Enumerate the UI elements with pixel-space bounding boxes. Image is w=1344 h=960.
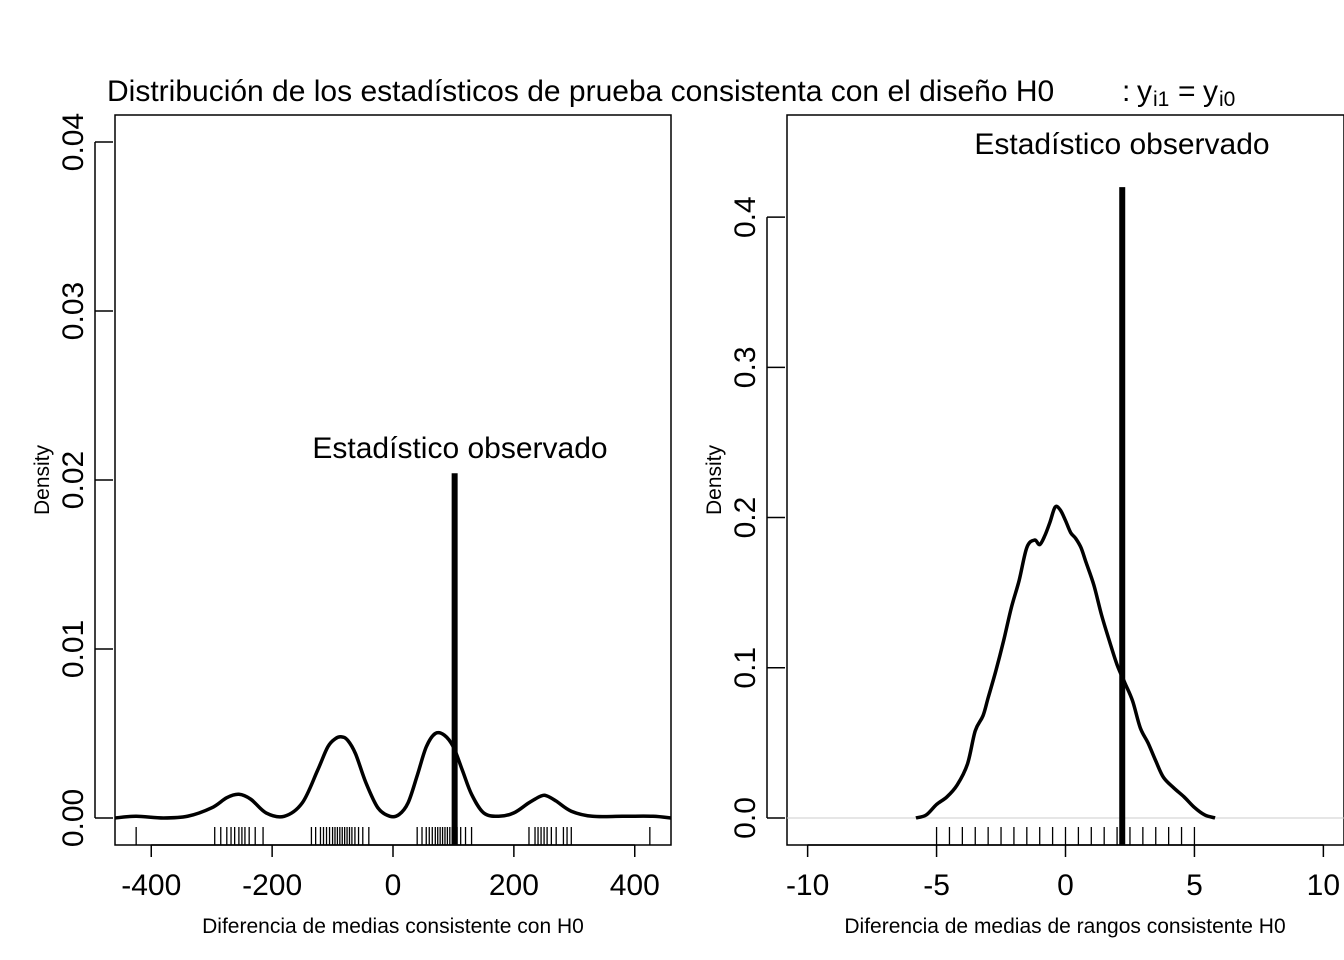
main-title-y0-sub: i0 <box>1219 88 1235 111</box>
right-y-axis-title: Density <box>703 444 726 515</box>
main-title-text: Distribución de los estadísticos de prue… <box>107 75 1054 108</box>
x-tick-label: -5 <box>923 869 950 902</box>
left-x-axis-title: Diferencia de medias consistente con H0 <box>202 915 584 938</box>
main-title-y1-sub: i1 <box>1153 88 1169 111</box>
y-tick-label: 0.2 <box>729 497 762 539</box>
y-tick-label: 0.03 <box>57 282 90 340</box>
y-tick-label: 0.1 <box>729 647 762 689</box>
x-tick-label: -200 <box>242 869 302 902</box>
x-tick-label: 400 <box>610 869 660 902</box>
y-tick-label: 0.3 <box>729 346 762 388</box>
x-tick-label: 10 <box>1307 869 1340 902</box>
left-observed-label: Estadístico observado <box>312 432 607 465</box>
y-tick-label: 0.01 <box>57 620 90 678</box>
left-rug <box>135 827 651 845</box>
right-panel: 0.0 0.1 0.2 0.3 0.4 -10 -5 0 5 10 Estadístico ob… <box>703 114 1344 938</box>
main-title-y1: y <box>1137 75 1152 108</box>
right-rug <box>935 827 1196 845</box>
x-tick-label: 5 <box>1186 869 1203 902</box>
left-x-axis: -400 -200 0 200 400 <box>121 844 660 902</box>
left-density-curve <box>114 730 672 820</box>
y-tick-label: 0.00 <box>57 789 90 847</box>
x-tick-label: -400 <box>121 869 181 902</box>
right-x-axis-title: Diferencia de medias de rangos consisten… <box>844 915 1285 938</box>
x-tick-label: 0 <box>385 869 402 902</box>
x-tick-label: 200 <box>489 869 539 902</box>
y-tick-label: 0.0 <box>729 797 762 839</box>
left-panel: 0.00 0.01 0.02 0.03 0.04 -400 -200 0 200 400 Est… <box>31 113 672 938</box>
x-tick-label: 0 <box>1057 869 1074 902</box>
right-observed-label: Estadístico observado <box>974 128 1269 161</box>
main-title: Distribución de los estadísticos de prue… <box>107 75 1235 111</box>
y-tick-label: 0.04 <box>57 113 90 171</box>
right-y-axis: 0.0 0.1 0.2 0.3 0.4 <box>729 196 785 839</box>
x-tick-label: -10 <box>786 869 829 902</box>
left-plot-frame <box>114 114 672 846</box>
right-density-curve <box>915 504 1216 820</box>
left-y-axis: 0.00 0.01 0.02 0.03 0.04 <box>57 113 113 847</box>
y-tick-label: 0.02 <box>57 451 90 509</box>
main-title-equals: = <box>1178 75 1196 108</box>
main-title-y0: y <box>1203 75 1218 108</box>
right-x-axis: -10 -5 0 5 10 <box>786 844 1340 902</box>
y-tick-label: 0.4 <box>729 196 762 238</box>
right-plot-frame <box>786 114 1344 846</box>
left-y-axis-title: Density <box>31 444 54 515</box>
main-title-colon: : <box>1122 75 1130 108</box>
